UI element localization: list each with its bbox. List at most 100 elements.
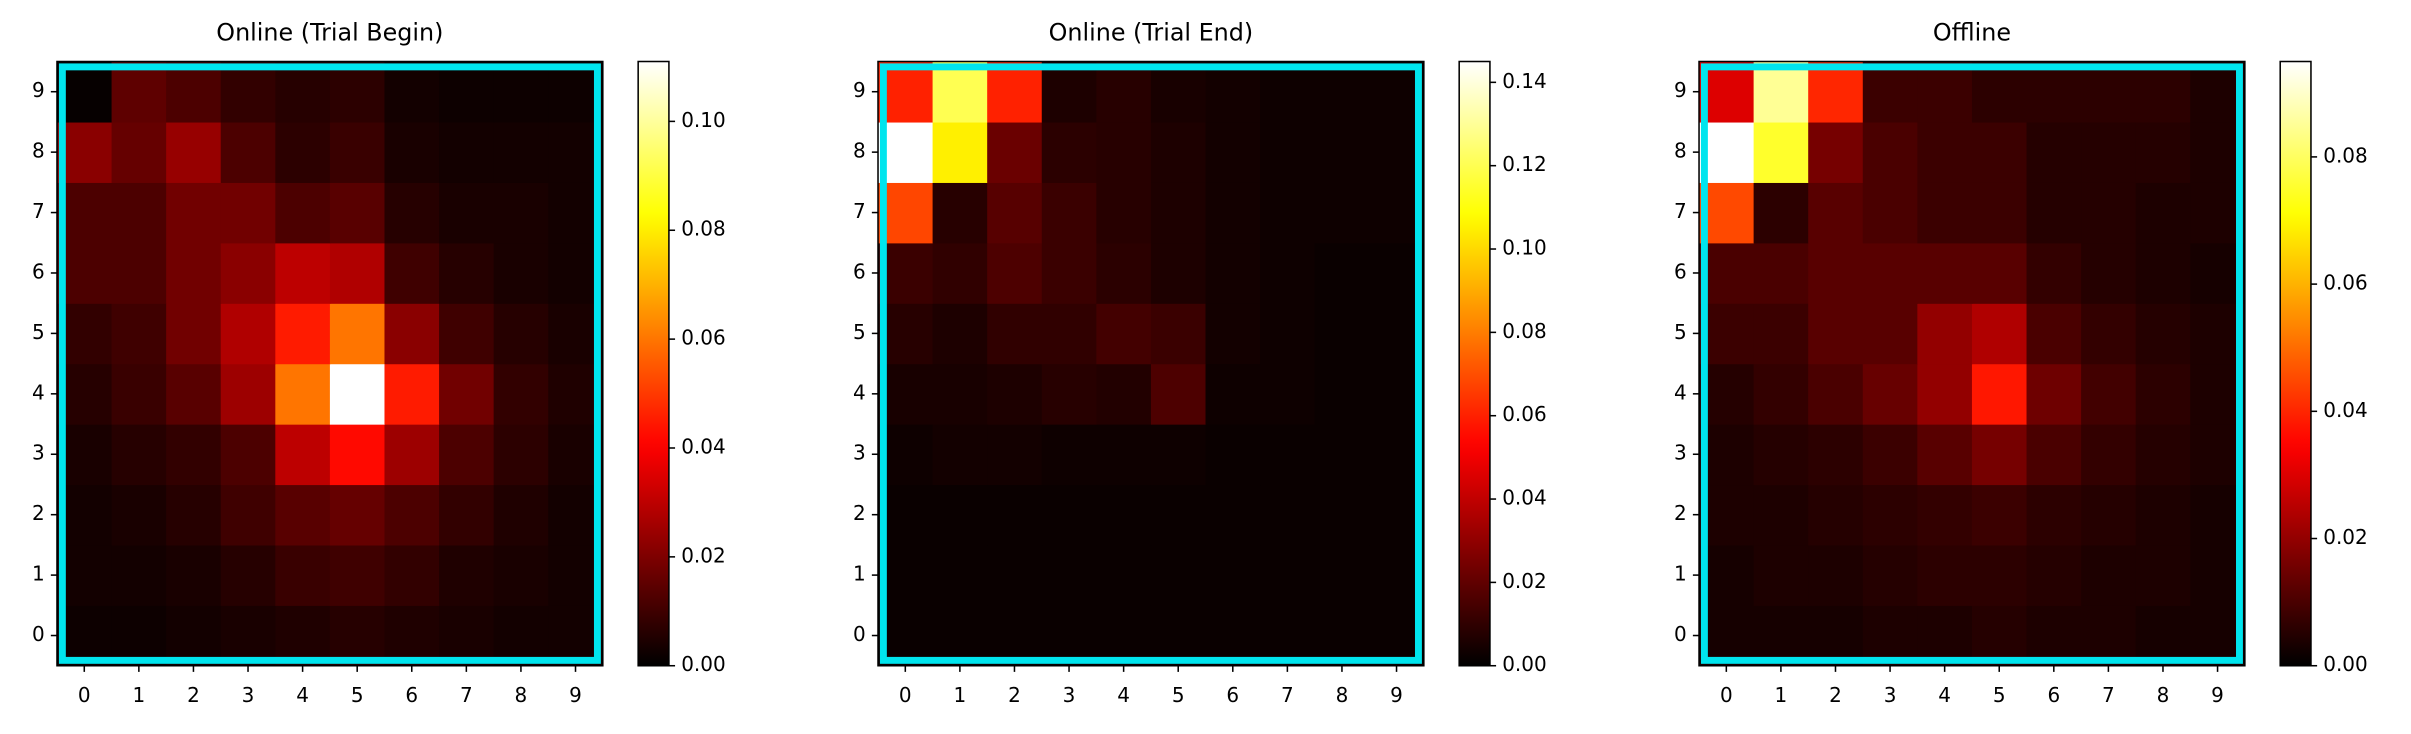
heat-cell <box>932 303 988 365</box>
heat-cell <box>166 61 222 123</box>
heat-cell <box>166 242 222 304</box>
y-tick-label: 0 <box>32 622 45 646</box>
colorbar-tick-label: 0.02 <box>2323 525 2367 549</box>
y-tick-label: 8 <box>853 139 866 163</box>
x-tick-label: 2 <box>1008 683 1021 707</box>
heat-cell <box>1150 121 1207 183</box>
heat-cell <box>56 605 113 667</box>
heat-cell <box>2026 544 2082 606</box>
heat-cell <box>1753 303 1809 365</box>
heat-cell <box>987 484 1043 546</box>
colorbar-tick-label: 0.08 <box>1502 319 1546 343</box>
heat-cell <box>1699 242 1755 304</box>
y-tick-label: 7 <box>853 199 866 223</box>
heat-cell <box>56 363 113 425</box>
heat-cell <box>1314 121 1370 183</box>
heat-cell <box>1808 303 1864 365</box>
heat-cell <box>493 182 549 244</box>
heat-cell <box>1260 61 1316 123</box>
y-tick-label: 1 <box>32 562 45 586</box>
x-tick-label: 2 <box>1829 683 1842 707</box>
heat-cell <box>987 61 1043 123</box>
heat-cell <box>1150 303 1207 365</box>
heat-cell <box>166 363 222 425</box>
x-tick-label: 5 <box>1172 683 1185 707</box>
heat-cell <box>1808 61 1864 123</box>
heat-cell <box>1917 61 1973 123</box>
heat-cell <box>2081 303 2137 365</box>
heat-cell <box>1699 61 1755 123</box>
x-tick-label: 6 <box>1226 683 1239 707</box>
heat-cell <box>275 303 331 365</box>
y-tick-label: 5 <box>32 320 45 344</box>
x-tick-label: 1 <box>1775 683 1788 707</box>
y-tick-label: 8 <box>1674 139 1687 163</box>
heat-cell <box>1205 544 1261 606</box>
heat-cell <box>56 61 113 123</box>
heat-cell <box>1753 544 1809 606</box>
border-highlight <box>1700 63 2243 664</box>
colorbar-tick-label: 0.02 <box>1502 569 1546 593</box>
heat-cell <box>1096 121 1152 183</box>
heat-cell <box>111 424 167 486</box>
y-tick-label: 7 <box>1674 199 1687 223</box>
y-tick-label: 2 <box>32 501 45 525</box>
x-tick-label: 3 <box>242 683 255 707</box>
x-tick-label: 5 <box>1993 683 2006 707</box>
heat-cell <box>1971 484 2028 546</box>
heat-cell <box>878 484 934 546</box>
heat-cell <box>987 182 1043 244</box>
heat-cell <box>384 121 440 183</box>
heat-cell <box>1753 61 1809 123</box>
colorbar-tick-label: 0.04 <box>681 434 725 458</box>
heat-cell <box>1917 182 1973 244</box>
heat-cell <box>1808 182 1864 244</box>
heat-cell <box>111 182 167 244</box>
heat-cell <box>2135 61 2191 123</box>
colorbar <box>2279 60 2312 667</box>
heat-cell <box>1808 363 1864 425</box>
x-tick-label: 5 <box>351 683 364 707</box>
heat-cell <box>1971 424 2028 486</box>
y-tick-label: 8 <box>32 139 45 163</box>
heat-cell <box>987 242 1043 304</box>
x-tick-label: 4 <box>1938 683 1951 707</box>
colorbar-tick-label: 0.00 <box>2323 652 2367 676</box>
x-tick-label: 9 <box>569 683 582 707</box>
heat-cell <box>1041 182 1097 244</box>
x-tick-label: 8 <box>1336 683 1349 707</box>
heat-cell <box>329 424 386 486</box>
heat-cell <box>878 182 934 244</box>
heat-cell <box>493 303 549 365</box>
heat-cell <box>1917 544 1973 606</box>
heat-cell <box>384 363 440 425</box>
x-tick-label: 4 <box>296 683 309 707</box>
y-tick-label: 9 <box>853 78 866 102</box>
x-tick-label: 0 <box>1720 683 1733 707</box>
heat-cell <box>1917 424 1973 486</box>
heat-cell <box>2026 61 2082 123</box>
y-tick-label: 9 <box>32 78 45 102</box>
y-tick-label: 7 <box>32 199 45 223</box>
heat-cell <box>329 242 386 304</box>
y-tick-label: 3 <box>1674 441 1687 465</box>
axes-frame <box>1698 60 2246 667</box>
heat-cell <box>1699 363 1755 425</box>
heat-cell <box>111 303 167 365</box>
y-tick-label: 5 <box>1674 320 1687 344</box>
heat-cell <box>2026 303 2082 365</box>
heat-cell <box>220 424 276 486</box>
heat-cell <box>878 424 934 486</box>
heat-cell <box>220 544 276 606</box>
heat-cell <box>1041 363 1097 425</box>
heat-cell <box>220 61 276 123</box>
heat-cell <box>384 182 440 244</box>
colorbar-tick-label: 0.08 <box>2323 143 2367 167</box>
heat-cell <box>1314 242 1370 304</box>
y-tick-label: 0 <box>1674 622 1687 646</box>
heat-cell <box>1917 303 1973 365</box>
heat-cell <box>1041 544 1097 606</box>
heat-cell <box>1971 363 2028 425</box>
heat-cell <box>1205 303 1261 365</box>
heat-cell <box>439 242 495 304</box>
